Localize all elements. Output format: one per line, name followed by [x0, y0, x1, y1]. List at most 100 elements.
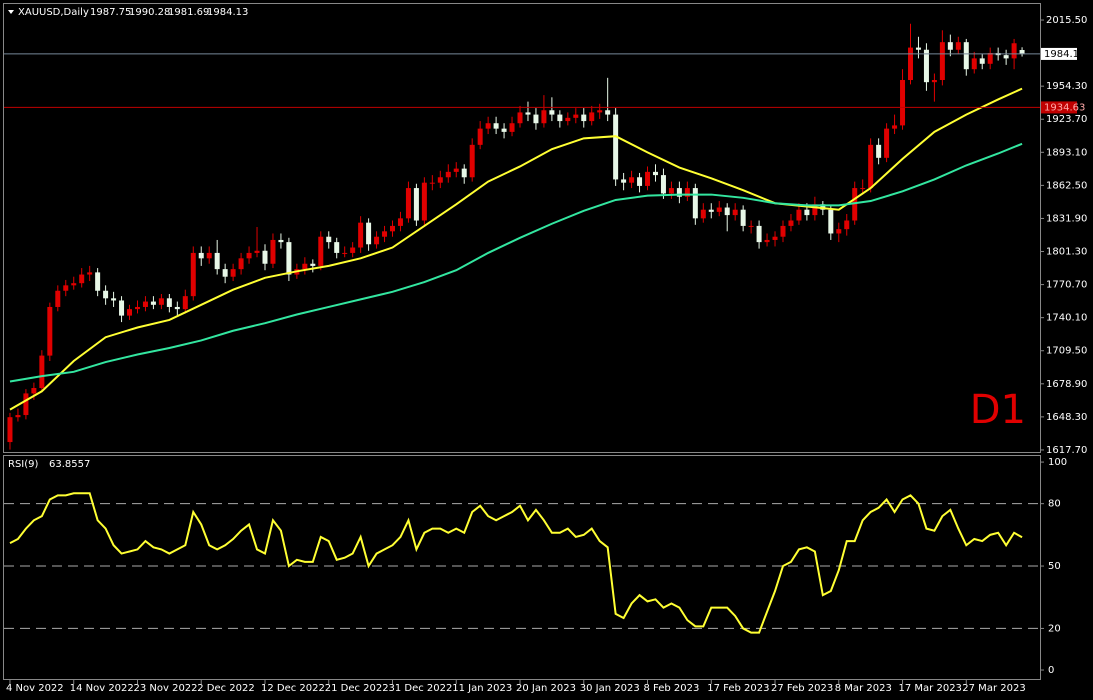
x-tick-label: 8 Mar 2023: [835, 683, 892, 694]
candle-body: [190, 252, 196, 297]
candle-body: [533, 114, 539, 124]
candle-body: [756, 225, 762, 243]
candle-body: [230, 269, 236, 277]
candle-body: [772, 236, 778, 240]
candle-body: [804, 209, 810, 216]
candle-body: [15, 415, 21, 418]
candle-body: [182, 296, 188, 310]
x-tick-label: 14 Nov 2022: [70, 683, 134, 694]
candle-body: [453, 168, 459, 172]
candle-body: [852, 188, 858, 221]
candle-body: [931, 80, 937, 83]
candle-body: [915, 47, 921, 50]
candle-body: [652, 171, 658, 176]
candle-body: [103, 290, 109, 299]
candle-body: [660, 175, 666, 194]
y-tick-label: 1831.90: [1046, 213, 1087, 224]
candle-body: [955, 42, 961, 50]
price-label-box: [1041, 47, 1077, 60]
candle-body: [461, 168, 467, 178]
y-tick-label: 20: [1048, 623, 1061, 634]
candle-body: [477, 128, 483, 145]
y-tick-label: 1893.10: [1046, 147, 1087, 158]
candle-body: [397, 218, 403, 226]
candle-body: [565, 117, 571, 122]
candle-body: [262, 250, 268, 264]
level-label: 1934.63: [1044, 102, 1085, 113]
candle-body: [740, 209, 746, 226]
x-tick-label: 17 Mar 2023: [899, 683, 962, 694]
candle-body: [692, 188, 698, 219]
candle-body: [342, 252, 348, 254]
candle-body: [214, 252, 220, 270]
candle-body: [318, 236, 324, 266]
x-tick-label: 30 Jan 2023: [580, 683, 640, 694]
ohlc-close: 1984.13: [207, 7, 248, 18]
candle-body: [23, 393, 29, 416]
candle-body: [987, 52, 993, 64]
candle-body: [573, 114, 579, 118]
timeframe-annotation: D1: [970, 387, 1026, 433]
candle-body: [1019, 50, 1025, 54]
candle-body: [525, 112, 531, 115]
candle-body: [900, 80, 906, 126]
rsi-line: [9, 492, 1023, 634]
candle-body: [206, 252, 212, 259]
menu-arrow[interactable]: [8, 10, 14, 14]
candle-body: [605, 110, 611, 115]
candle-body: [501, 128, 507, 132]
candle-body: [39, 355, 45, 389]
candle-body: [150, 301, 156, 305]
candle-body: [724, 207, 730, 216]
y-tick-label: 80: [1048, 499, 1061, 510]
candle-body: [828, 209, 834, 234]
candle-body: [413, 188, 419, 221]
candle-body: [637, 177, 643, 186]
candle-body: [358, 222, 364, 248]
candle-body: [796, 209, 802, 221]
candle-body: [963, 42, 969, 70]
candle-body: [868, 144, 874, 189]
candle-body: [708, 209, 714, 212]
candle-body: [127, 309, 133, 316]
candle-body: [71, 283, 77, 286]
y-tick-label: 1770.70: [1046, 280, 1087, 291]
candle-body: [222, 269, 228, 277]
candle-body: [7, 417, 13, 443]
ohlc-low: 1981.69: [168, 7, 209, 18]
candle-body: [613, 114, 619, 180]
y-tick-label: 1954.30: [1046, 81, 1087, 92]
candle-body: [621, 179, 627, 183]
candle-body: [589, 112, 595, 122]
candle-body: [302, 263, 308, 270]
candle-body: [374, 236, 380, 245]
candle-body: [509, 123, 515, 132]
candle-body: [836, 229, 842, 234]
candle-body: [87, 272, 93, 275]
candle-body: [597, 110, 603, 113]
candle-body: [668, 188, 674, 194]
candle-body: [629, 177, 635, 183]
y-tick-label: 1923.70: [1046, 114, 1087, 125]
moving-average: [9, 142, 1023, 383]
ohlc-open: 1987.75: [90, 7, 131, 18]
candle-body: [366, 222, 372, 245]
main-panel-frame: [3, 3, 1041, 453]
candle-body: [174, 306, 180, 310]
x-tick-label: 2 Dec 2022: [197, 683, 255, 694]
candle-body: [286, 242, 292, 275]
y-tick-label: 1801.30: [1046, 247, 1087, 258]
candle-body: [716, 207, 722, 212]
candle-body: [884, 128, 890, 158]
rsi-title: RSI(9): [8, 459, 39, 470]
candle-body: [947, 42, 953, 50]
candle-body: [445, 171, 451, 178]
candle-body: [892, 125, 898, 129]
candle-body: [166, 298, 172, 307]
candle-body: [390, 225, 395, 232]
candle-body: [158, 298, 164, 305]
candle-body: [382, 231, 388, 237]
candle-body: [270, 239, 276, 264]
candle-body: [79, 274, 85, 284]
